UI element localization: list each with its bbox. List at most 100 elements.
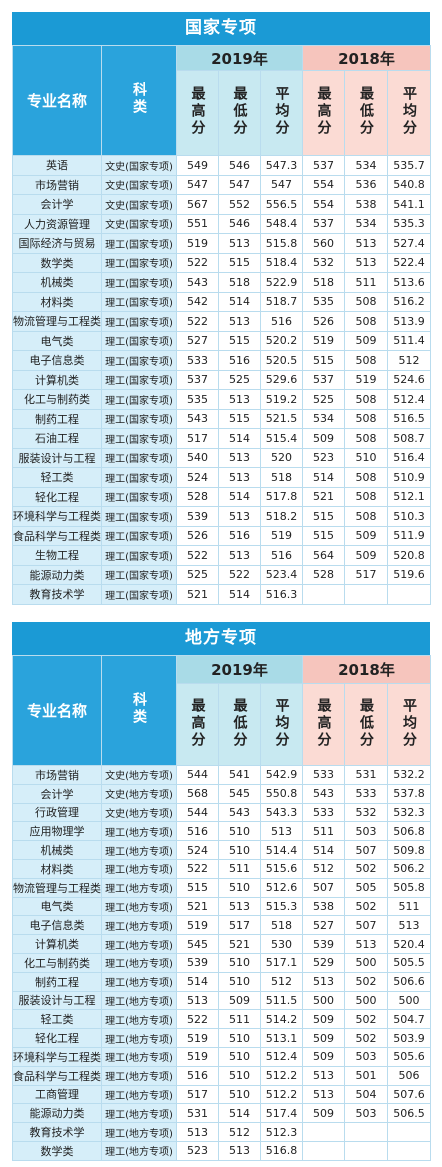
score: 518.7: [260, 291, 303, 312]
score: 547: [176, 174, 219, 195]
score: 547.3: [260, 155, 303, 176]
score: 502: [344, 1028, 388, 1048]
data-row: 电子信息类 理工(国家专项) 533 516 520.5 515 508 512: [12, 350, 431, 371]
score: 512: [387, 350, 431, 371]
category: 理工(地方专项): [101, 1028, 177, 1048]
score: 510: [218, 840, 261, 860]
score: 522: [176, 858, 219, 879]
score: 513: [302, 971, 345, 992]
score: 538: [302, 896, 345, 917]
score: 513: [218, 389, 261, 410]
score: 552: [218, 194, 261, 215]
score: 517: [176, 428, 219, 449]
major-name: 行政管理: [12, 802, 102, 823]
score: 532: [302, 252, 345, 273]
score: 526: [302, 311, 345, 332]
category: 文史(国家专项): [101, 174, 177, 195]
score: 529: [302, 952, 345, 973]
score: 513: [218, 467, 261, 488]
score: 531: [344, 765, 388, 785]
score: 540: [176, 447, 219, 468]
score: 511.5: [260, 990, 303, 1011]
score: 522: [176, 1009, 219, 1030]
score: 503: [344, 821, 388, 842]
score: 513: [218, 1140, 261, 1161]
score: 512.2: [260, 1084, 303, 1105]
data-row: 物流管理与工程类 理工(地方专项) 515 510 512.6 507 505 505.8: [12, 877, 431, 898]
score: 513: [218, 545, 261, 566]
score: 530: [260, 934, 303, 954]
major-name: 电子信息类: [12, 350, 102, 371]
data-row: 会计学 文史(地方专项) 568 545 550.8 543 533 537.8: [12, 783, 431, 804]
score: 515: [302, 506, 345, 527]
score: 538: [344, 194, 388, 215]
major-name: 生物工程: [12, 545, 102, 566]
score: 513: [218, 896, 261, 917]
empty-cell: [387, 1122, 431, 1142]
category: 理工(国家专项): [101, 584, 177, 605]
score: 519.2: [260, 389, 303, 410]
score: 517.1: [260, 952, 303, 973]
score: 528: [176, 486, 219, 507]
stat-header-text: 最高分: [315, 697, 332, 749]
score: 512.4: [260, 1046, 303, 1067]
header-category: 科类: [101, 45, 177, 156]
score: 533: [302, 802, 345, 823]
score: 523: [176, 1140, 219, 1161]
stat-header-row: 最高分 最低分 平均分 最高分 最低分 平均分: [13, 683, 431, 766]
score: 512.6: [260, 877, 303, 898]
score: 551: [176, 213, 219, 234]
major-name: 环境科学与工程类: [12, 1046, 102, 1067]
score: 514: [218, 291, 261, 312]
category: 理工(地方专项): [101, 990, 177, 1011]
major-name: 电子信息类: [12, 915, 102, 936]
data-row: 教育技术学 理工(国家专项) 521 514 516.3: [12, 584, 431, 605]
table-title: 国家专项: [12, 12, 430, 45]
score: 527: [302, 915, 345, 936]
stat-header: 平均分: [387, 70, 431, 156]
score: 513: [260, 821, 303, 842]
score: 518: [260, 467, 303, 488]
category: 文史(地方专项): [101, 765, 177, 785]
score: 534: [344, 213, 388, 234]
score: 506.8: [387, 821, 431, 842]
score: 522.9: [260, 272, 303, 293]
category: 理工(国家专项): [101, 272, 177, 293]
score-table: 专业名称 科类 2019年 2018年 最高分 最低分 平均分 最高分 最低分 平均分 市场营销 文史…: [12, 655, 431, 1161]
score: 509: [302, 1046, 345, 1067]
score: 521: [176, 584, 219, 605]
score: 513: [218, 447, 261, 468]
category: 理工(地方专项): [101, 877, 177, 898]
score: 532.3: [387, 802, 431, 823]
score: 515.4: [260, 428, 303, 449]
score: 513: [176, 990, 219, 1011]
score: 508: [344, 408, 388, 429]
score: 513: [344, 934, 388, 954]
score: 541.1: [387, 194, 431, 215]
score: 511: [218, 858, 261, 879]
score: 516.2: [387, 291, 431, 312]
major-name: 轻化工程: [12, 486, 102, 507]
score: 567: [176, 194, 219, 215]
score: 525: [176, 564, 219, 585]
data-row: 环境科学与工程类 理工(国家专项) 539 513 518.2 515 508 510.3: [12, 506, 431, 527]
score: 542.9: [260, 765, 303, 785]
score: 527: [176, 330, 219, 351]
score: 515: [302, 525, 345, 546]
category: 理工(国家专项): [101, 447, 177, 468]
header-name: 专业名称: [12, 655, 102, 766]
category: 理工(地方专项): [101, 1084, 177, 1105]
score: 511: [302, 821, 345, 842]
score: 508: [344, 506, 388, 527]
score: 519: [176, 233, 219, 254]
data-row: 能源动力类 理工(地方专项) 531 514 517.4 509 503 506.5: [12, 1103, 431, 1124]
major-name: 数学类: [12, 1140, 102, 1161]
score: 514.2: [260, 1009, 303, 1030]
stat-header: 最低分: [218, 70, 261, 156]
score: 515: [176, 877, 219, 898]
score: 513: [218, 506, 261, 527]
score: 543.3: [260, 802, 303, 823]
data-row: 轻化工程 理工(国家专项) 528 514 517.8 521 508 512.1: [12, 486, 431, 507]
category: 文史(国家专项): [101, 213, 177, 234]
table-title: 地方专项: [12, 622, 430, 655]
